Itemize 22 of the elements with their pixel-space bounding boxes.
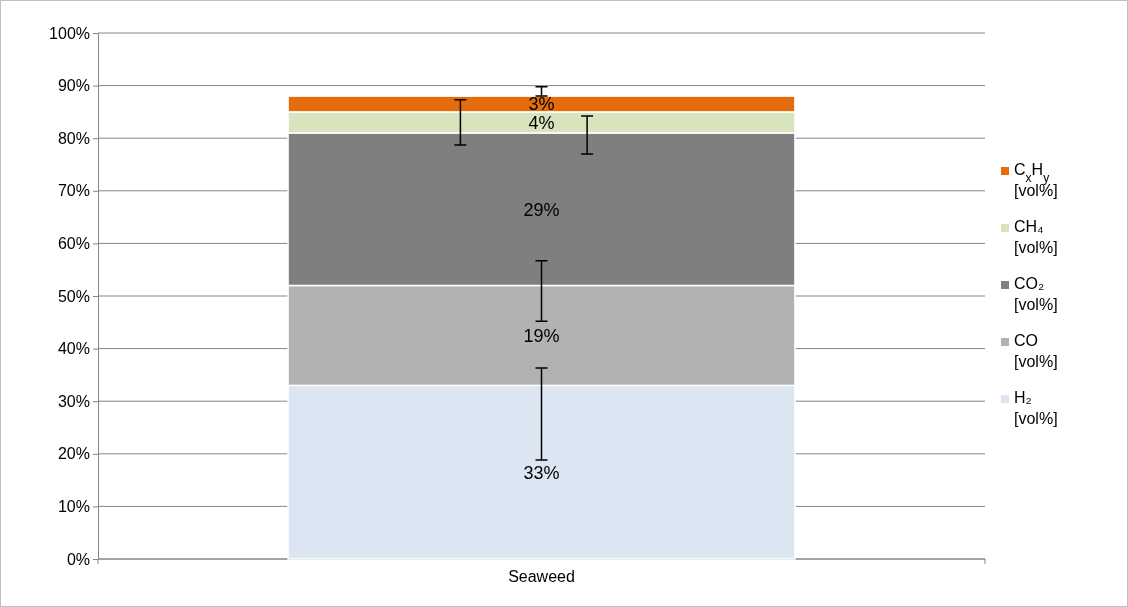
data-label: 3%: [528, 94, 555, 115]
x-tick-label: Seaweed: [508, 568, 575, 586]
legend-label: CH₄ [vol%]: [1014, 218, 1058, 256]
legend-label: H₂ [vol%]: [1014, 389, 1058, 427]
y-tick-label: 80%: [57, 129, 90, 147]
y-tick-label: 0%: [66, 550, 90, 568]
legend-label: C$_{x}$H$_{y}$ [vol%]: [1014, 161, 1058, 199]
y-tick-label: 50%: [57, 287, 90, 305]
y-tick-label: 40%: [57, 340, 90, 358]
y-tick-label: 90%: [57, 77, 90, 95]
y-tick-label: 60%: [57, 235, 90, 253]
y-tick-label: 100%: [49, 24, 90, 42]
data-label: 4%: [528, 112, 555, 133]
data-label: 29%: [523, 199, 560, 220]
legend-label: CO [vol%]: [1014, 332, 1058, 370]
y-tick-label: 70%: [57, 182, 90, 200]
data-label: 33%: [523, 462, 560, 483]
data-label: 19%: [523, 325, 560, 346]
legend-label: CO₂ [vol%]: [1014, 275, 1058, 313]
y-tick-label: 10%: [57, 498, 90, 516]
y-tick-label: 30%: [57, 392, 90, 410]
y-tick-label: 20%: [57, 445, 90, 463]
